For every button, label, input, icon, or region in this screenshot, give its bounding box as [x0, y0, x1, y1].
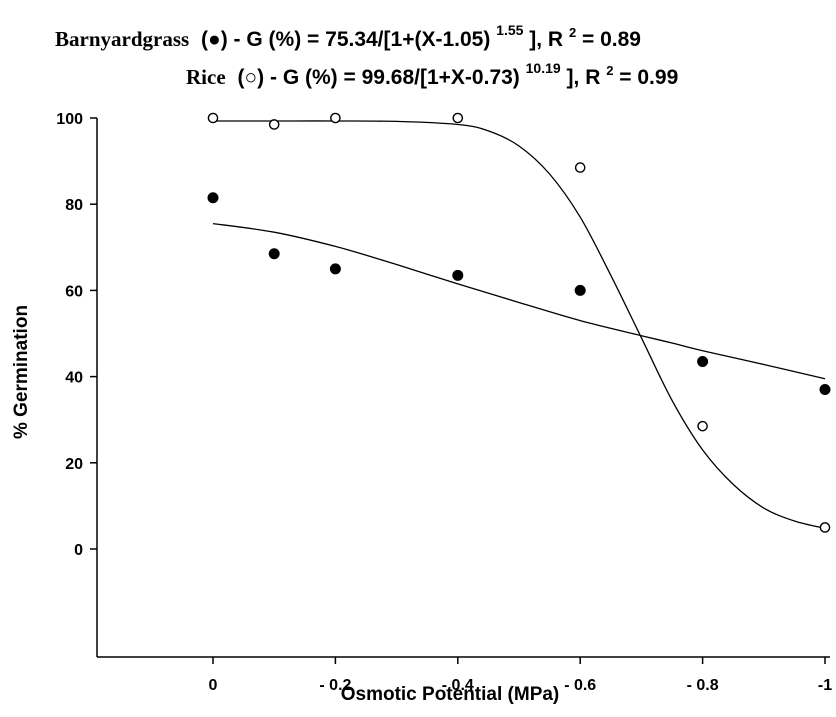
rice-equation: Rice (○) - G (%) = 99.68/[1+X-0.73) 10.1…	[186, 55, 678, 89]
barnyardgrass-species: Barnyardgrass	[55, 27, 189, 51]
rice-formula: - G (%) = 99.68/[1+X-0.73)	[270, 66, 520, 89]
rice-point	[207, 112, 219, 124]
fitted-curves	[212, 120, 826, 529]
rice-point	[819, 522, 831, 533]
x-tick-label: - 0.2	[319, 677, 351, 694]
barnyardgrass-r2-value: = 0.89	[582, 28, 641, 51]
barnyardgrass-formula: - G (%) = 75.34/[1+(X-1.05)	[234, 28, 491, 51]
x-axis-ticks: 0 - 0.2 - 0.4 - 0.6 - 0.8 -1	[209, 657, 832, 694]
barnyardgrass-point	[329, 263, 341, 275]
rice-fit-curve	[212, 120, 826, 529]
barnyardgrass-point	[574, 284, 586, 296]
barnyardgrass-exponent: 1.55	[496, 22, 523, 38]
data-points	[207, 112, 831, 533]
rice-symbol: (○)	[238, 66, 265, 89]
barnyardgrass-point	[207, 192, 219, 204]
y-tick-label: 100	[56, 111, 83, 128]
y-tick-label: 80	[65, 197, 83, 214]
rice-exponent: 10.19	[526, 60, 561, 76]
rice-point	[268, 119, 280, 130]
x-tick-label: -1	[818, 677, 832, 694]
barnyardgrass-point	[819, 384, 831, 396]
barnyardgrass-r2-superscript: 2	[569, 25, 576, 40]
rice-point	[697, 420, 708, 432]
y-tick-label: 0	[74, 542, 83, 559]
rice-r2-value: = 0.99	[619, 66, 678, 89]
x-tick-label: - 0.6	[564, 677, 596, 694]
y-axis-ticks: 0 20 40 60 80 100	[56, 111, 97, 559]
barnyardgrass-formula-tail: ], R	[529, 28, 563, 51]
x-tick-label: - 0.4	[442, 677, 474, 694]
rice-point	[574, 162, 586, 173]
barnyardgrass-fit-curve	[212, 222, 826, 380]
y-tick-label: 40	[65, 370, 83, 387]
barnyardgrass-point	[268, 248, 280, 260]
rice-species: Rice	[186, 65, 226, 89]
barnyardgrass-point	[697, 356, 709, 368]
x-tick-label: 0	[209, 677, 218, 694]
y-tick-label: 60	[65, 283, 83, 300]
barnyardgrass-point	[452, 269, 464, 281]
barnyardgrass-symbol: (●)	[201, 28, 228, 51]
rice-r2-superscript: 2	[606, 63, 613, 78]
rice-formula-tail: ], R	[567, 66, 601, 89]
y-axis-label: % Germination	[11, 305, 32, 439]
rice-point	[452, 112, 464, 124]
y-tick-label: 20	[65, 456, 83, 473]
rice-point	[330, 112, 341, 124]
x-tick-label: - 0.8	[687, 677, 719, 694]
barnyardgrass-equation: Barnyardgrass (●) - G (%) = 75.34/[1+(X-…	[55, 17, 641, 51]
x-axis-label: Osmotic Potential (MPa)	[341, 684, 560, 705]
